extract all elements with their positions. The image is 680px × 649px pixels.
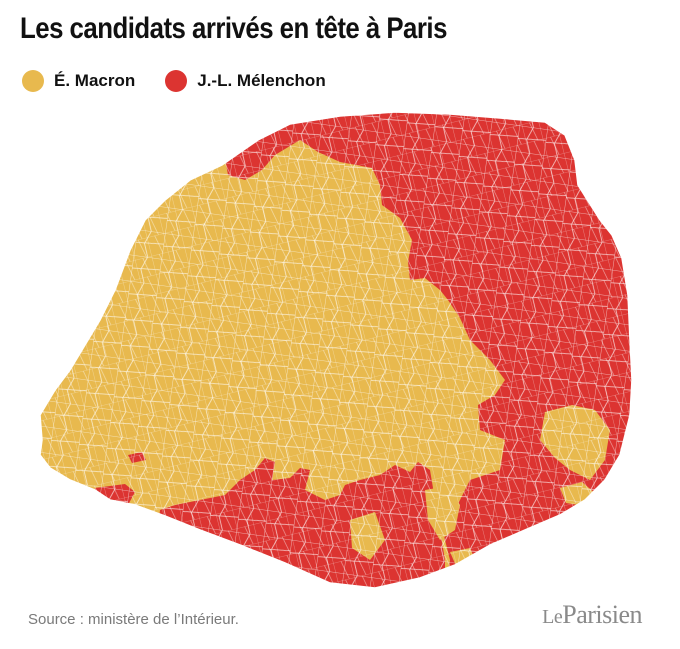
map-title: Les candidats arrivés en tête à Paris xyxy=(20,12,447,45)
legend-item-macron: É. Macron xyxy=(22,70,135,92)
logo-name: Parisien xyxy=(562,600,642,629)
legend-item-melenchon: J.-L. Mélenchon xyxy=(165,70,326,92)
logo-le: Le xyxy=(542,606,563,628)
precinct-borders-fine xyxy=(40,112,632,588)
legend-label-macron: É. Macron xyxy=(54,71,136,90)
legend-label-melenchon: J.-L. Mélenchon xyxy=(197,71,326,90)
paris-map xyxy=(39,111,633,589)
source-note: Source : ministère de l’Intérieur. xyxy=(28,611,239,628)
legend-swatch-macron xyxy=(22,70,44,92)
legend: É. Macron J.-L. Mélenchon xyxy=(22,70,326,92)
legend-swatch-melenchon xyxy=(165,70,188,92)
le-parisien-logo: LeParisien xyxy=(542,600,642,630)
